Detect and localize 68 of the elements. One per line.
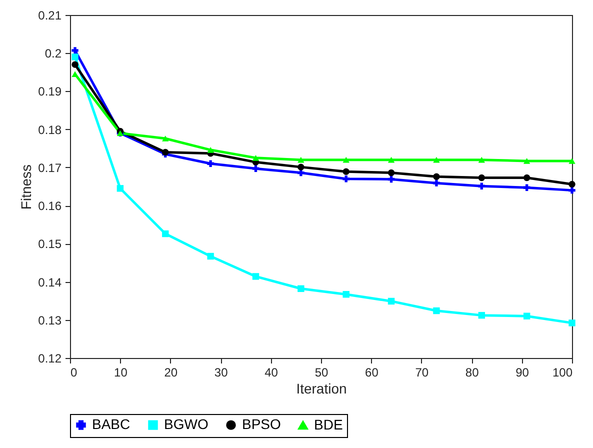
y-tick-label: 0.2 <box>44 46 62 61</box>
y-tick-label: 0.13 <box>38 313 62 328</box>
y-tick-label: 0.14 <box>38 275 62 290</box>
point <box>342 156 350 163</box>
point <box>116 185 124 192</box>
point <box>478 156 485 163</box>
point <box>433 307 440 314</box>
point <box>342 291 350 298</box>
point <box>298 164 304 170</box>
point <box>433 180 440 186</box>
point <box>342 168 350 175</box>
x-tick-label: 90 <box>516 366 530 380</box>
point <box>162 230 169 238</box>
point <box>72 47 78 54</box>
point <box>252 165 260 172</box>
x-tick-label: 80 <box>465 366 480 380</box>
legend-label: BABC <box>92 416 130 432</box>
y-tick-label: 0.12 <box>38 352 62 366</box>
y-tick-label: 0.15 <box>38 237 62 252</box>
x-tick-label: 20 <box>164 366 178 380</box>
y-tick-label: 0.19 <box>38 84 62 99</box>
point <box>72 54 78 60</box>
point <box>298 169 304 176</box>
legend-label: BDE <box>314 416 343 432</box>
point <box>568 320 576 326</box>
point <box>478 182 485 190</box>
x-tick-label: 60 <box>365 366 379 380</box>
x-tick-label: 100 <box>552 366 573 380</box>
x-tick-label: 50 <box>314 366 328 380</box>
legend-label: BPSO <box>242 416 282 432</box>
point <box>388 298 395 305</box>
x-tick-label: 10 <box>114 366 128 380</box>
y-axis-title: Fitness <box>18 164 34 210</box>
y-tick-label: 0.21 <box>38 8 62 22</box>
y-tick-label: 0.16 <box>38 199 62 214</box>
point <box>568 180 576 188</box>
y-tick-label: 0.18 <box>38 122 62 137</box>
point <box>162 136 169 142</box>
point <box>478 312 485 319</box>
x-tick-label: 0 <box>70 366 78 380</box>
point <box>388 156 395 163</box>
point <box>298 285 304 292</box>
point <box>568 158 576 164</box>
x-tick-label: 30 <box>214 366 228 380</box>
point <box>523 184 530 191</box>
y-tick-label: 0.17 <box>38 160 62 175</box>
point <box>523 158 530 164</box>
point <box>568 186 576 194</box>
point <box>523 312 530 320</box>
point <box>72 61 78 68</box>
point <box>342 176 350 182</box>
point <box>207 160 214 167</box>
x-tick-label: 70 <box>415 366 429 380</box>
x-tick-label: 40 <box>264 366 278 380</box>
point <box>433 156 440 163</box>
point <box>207 252 214 260</box>
point <box>388 169 395 176</box>
point <box>478 174 485 182</box>
x-axis-title: Iteration <box>296 380 347 396</box>
point <box>388 176 395 183</box>
point <box>252 273 260 280</box>
point <box>298 156 304 163</box>
point <box>72 71 78 77</box>
point <box>252 155 260 161</box>
legend-label: BGWO <box>164 416 208 432</box>
point <box>207 147 214 153</box>
point <box>523 174 530 182</box>
point <box>433 173 440 180</box>
